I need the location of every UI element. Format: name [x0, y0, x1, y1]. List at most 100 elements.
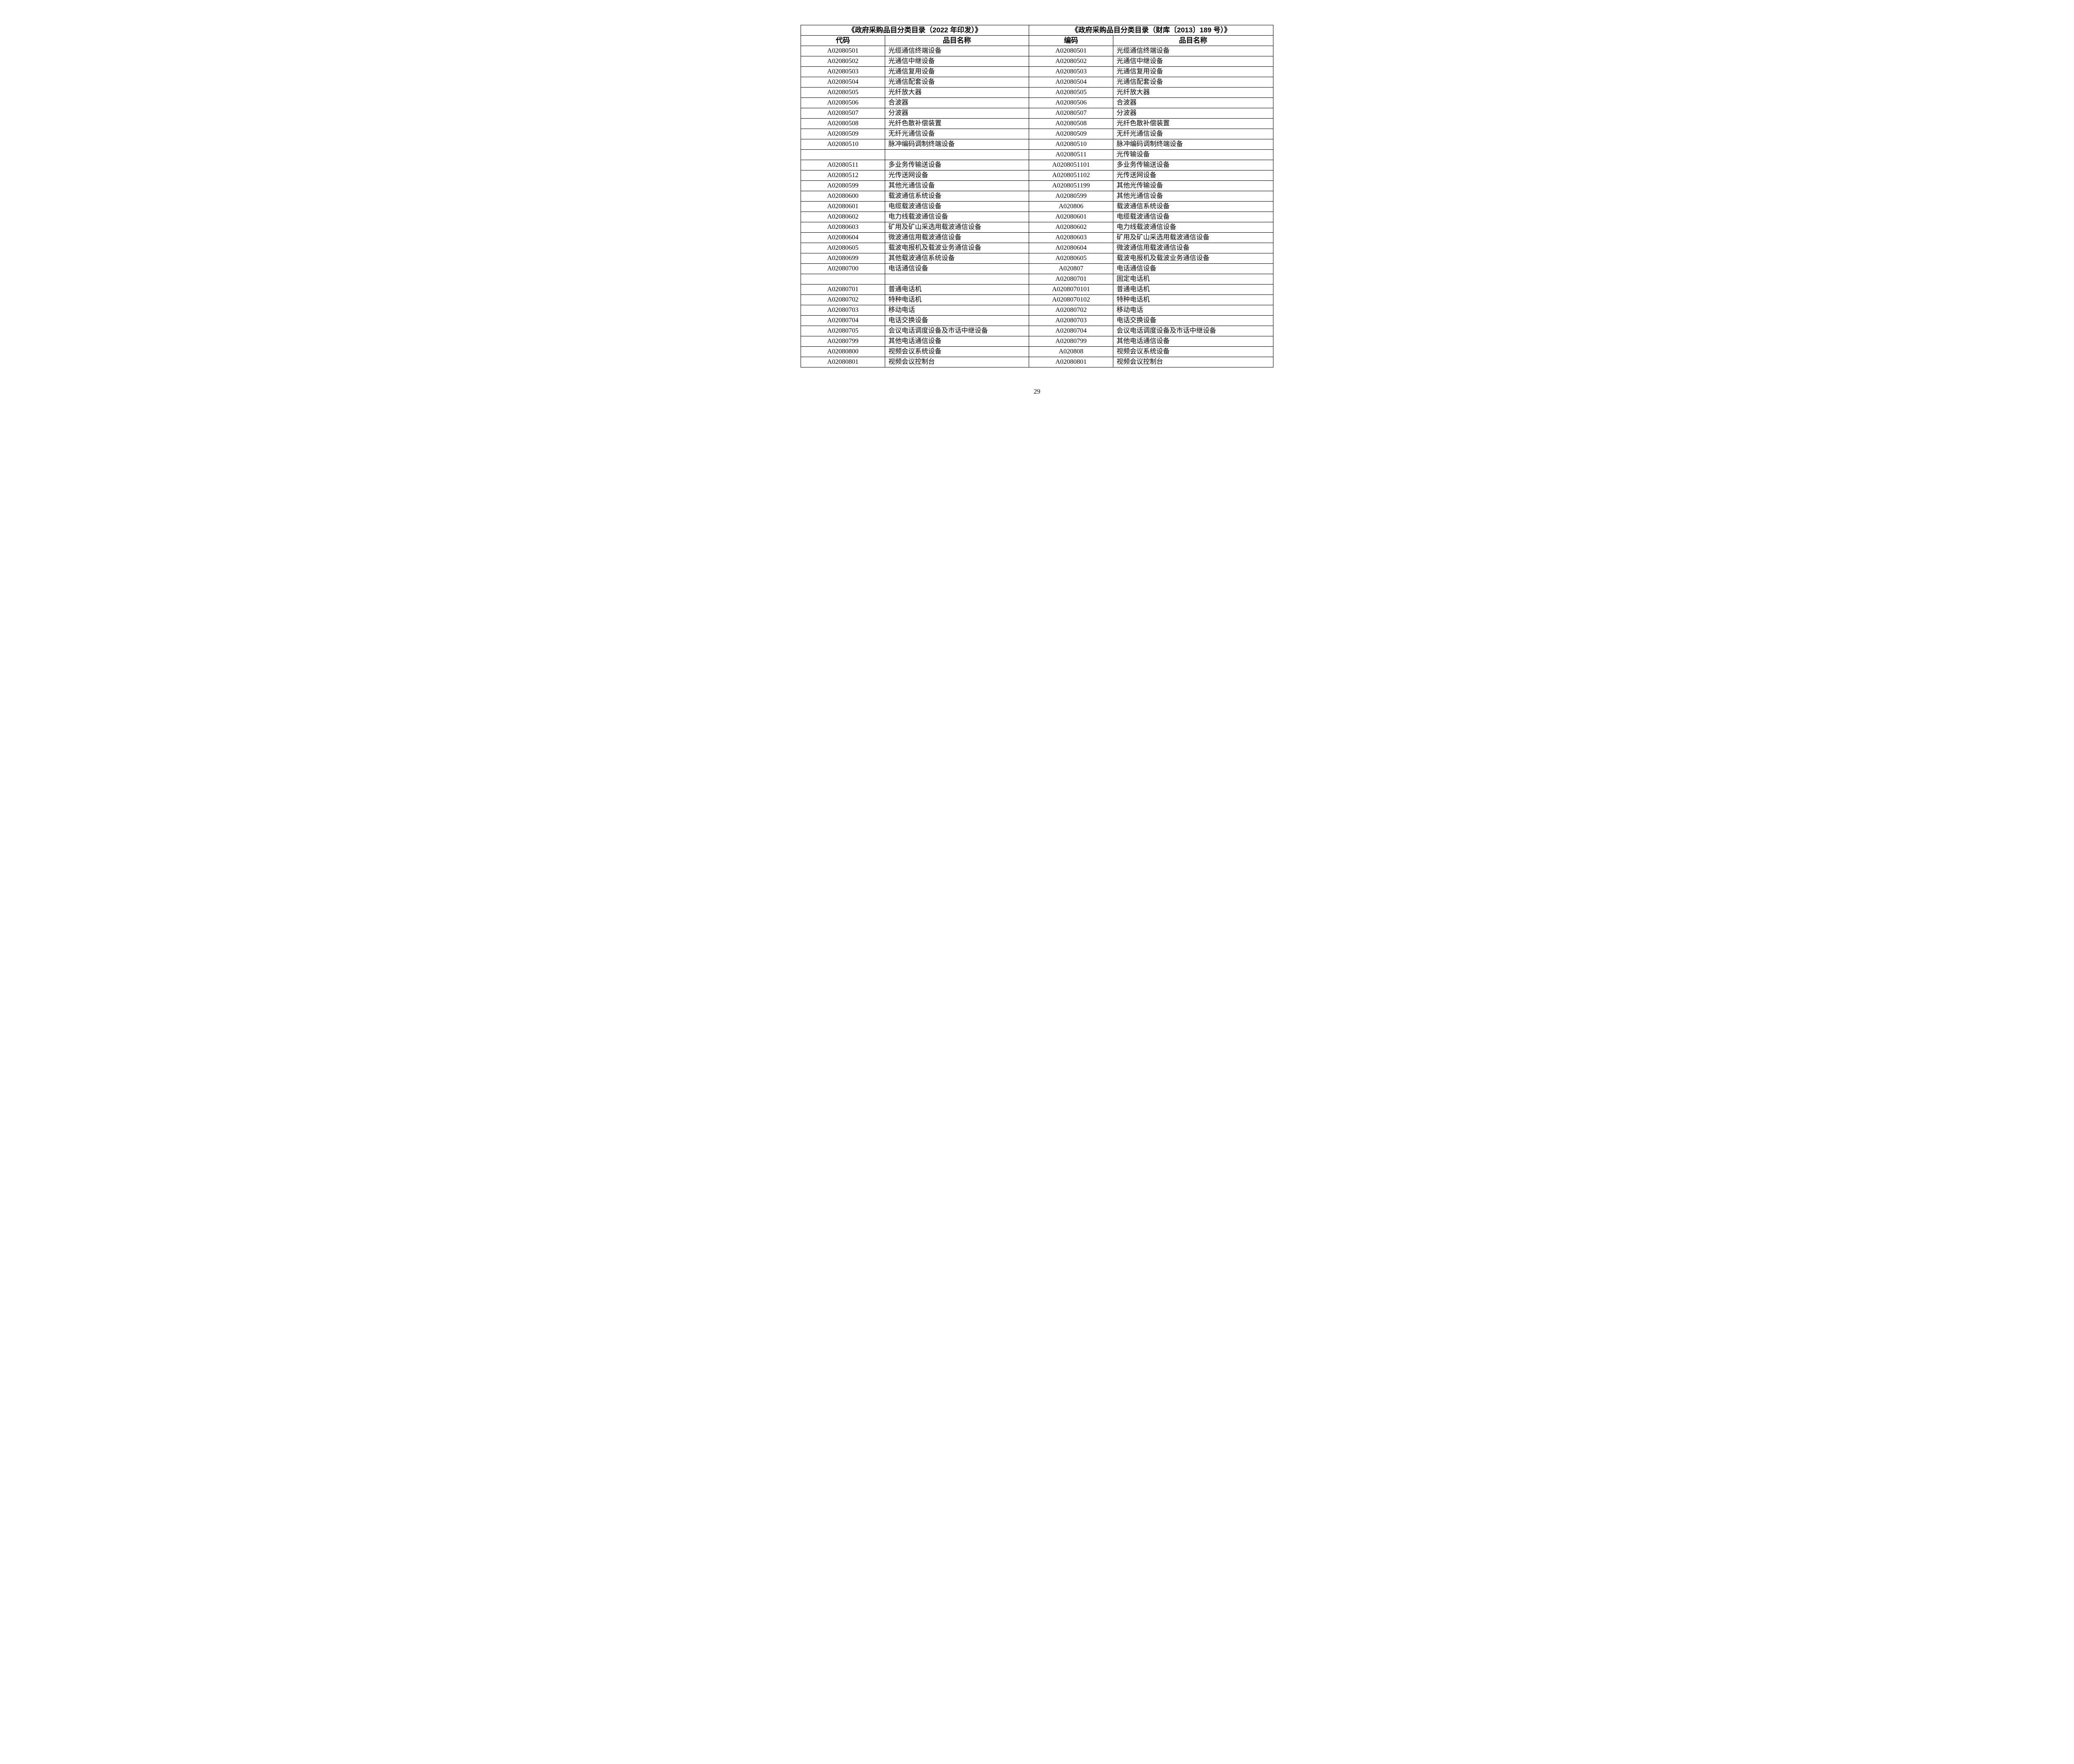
cell-code-b: A0208070102 [1029, 295, 1113, 305]
table-row: A02080512光传送网设备A0208051102光传送网设备 [801, 170, 1273, 181]
cell-code-b: A0208051101 [1029, 160, 1113, 170]
cell-name-a: 载波电报机及载波业务通信设备 [885, 243, 1029, 253]
cell-name-b: 其他光传输设备 [1113, 181, 1273, 191]
cell-name-b: 视频会议系统设备 [1113, 347, 1273, 357]
cell-code-a: A02080506 [801, 98, 885, 108]
cell-name-a: 电话通信设备 [885, 264, 1029, 274]
table-row: A02080604微波通信用载波通信设备A02080603矿用及矿山采选用载波通… [801, 233, 1273, 243]
table-row: A02080501光缆通信终端设备A02080501光缆通信终端设备 [801, 46, 1273, 56]
page-number: 29 [801, 388, 1273, 396]
cell-code-a: A02080605 [801, 243, 885, 253]
cell-name-a: 光纤放大器 [885, 88, 1029, 98]
cell-name-b: 光缆通信终端设备 [1113, 46, 1273, 56]
table-row: A02080701普通电话机A0208070101普通电话机 [801, 285, 1273, 295]
table-row: A02080511光传输设备 [801, 150, 1273, 160]
table-row: A02080509无纤光通信设备A02080509无纤光通信设备 [801, 129, 1273, 139]
table-row: A02080506合波器A02080506合波器 [801, 98, 1273, 108]
cell-code-a: A02080602 [801, 212, 885, 222]
cell-name-b: 光传输设备 [1113, 150, 1273, 160]
cell-name-b: 合波器 [1113, 98, 1273, 108]
cell-code-b: A02080509 [1029, 129, 1113, 139]
table-row: A02080508光纤色散补偿装置A02080508光纤色散补偿装置 [801, 119, 1273, 129]
cell-code-a: A02080702 [801, 295, 885, 305]
table-row: A02080605载波电报机及载波业务通信设备A02080604微波通信用载波通… [801, 243, 1273, 253]
cell-name-b: 视频会议控制台 [1113, 357, 1273, 367]
cell-name-a: 脉冲编码调制终端设备 [885, 139, 1029, 150]
cell-name-a: 微波通信用载波通信设备 [885, 233, 1029, 243]
cell-code-a: A02080705 [801, 326, 885, 336]
table-row: A02080699其他载波通信系统设备A02080605载波电报机及载波业务通信… [801, 253, 1273, 264]
cell-code-a: A02080510 [801, 139, 885, 150]
table-header-row-1: 《政府采购品目分类目录（2022 年印发）》 《政府采购品目分类目录（财库〔20… [801, 25, 1273, 36]
cell-name-b: 光纤色散补偿装置 [1113, 119, 1273, 129]
cell-code-a: A02080509 [801, 129, 885, 139]
cell-code-a: A02080704 [801, 316, 885, 326]
cell-code-b: A02080701 [1029, 274, 1113, 285]
table-row: A02080704电话交换设备A02080703电话交换设备 [801, 316, 1273, 326]
cell-code-b: A020808 [1029, 347, 1113, 357]
cell-name-a: 其他光通信设备 [885, 181, 1029, 191]
cell-code-a: A02080801 [801, 357, 885, 367]
cell-name-b: 其他光通信设备 [1113, 191, 1273, 202]
table-row: A02080603矿用及矿山采选用载波通信设备A02080602电力线载波通信设… [801, 222, 1273, 233]
cell-code-b: A02080599 [1029, 191, 1113, 202]
cell-name-b: 载波通信系统设备 [1113, 202, 1273, 212]
cell-code-a: A02080699 [801, 253, 885, 264]
cell-code-a: A02080503 [801, 67, 885, 77]
cell-code-a: A02080601 [801, 202, 885, 212]
cell-name-a: 其他载波通信系统设备 [885, 253, 1029, 264]
cell-name-a: 光纤色散补偿装置 [885, 119, 1029, 129]
cell-name-a: 光传送网设备 [885, 170, 1029, 181]
cell-name-b: 电话交换设备 [1113, 316, 1273, 326]
table-row: A02080800视频会议系统设备A020808视频会议系统设备 [801, 347, 1273, 357]
cell-code-b: A0208051102 [1029, 170, 1113, 181]
cell-name-b: 电缆载波通信设备 [1113, 212, 1273, 222]
cell-name-a: 光缆通信终端设备 [885, 46, 1029, 56]
table-row: A02080507分波器A02080507分波器 [801, 108, 1273, 119]
cell-code-b: A0208070101 [1029, 285, 1113, 295]
cell-name-b: 多业务传输送设备 [1113, 160, 1273, 170]
cell-code-b: A02080799 [1029, 336, 1113, 347]
table-row: A02080510脉冲编码调制终端设备A02080510脉冲编码调制终端设备 [801, 139, 1273, 150]
cell-code-a: A02080700 [801, 264, 885, 274]
table-row: A02080502光通信中继设备A02080502光通信中继设备 [801, 56, 1273, 67]
cell-code-b: A02080510 [1029, 139, 1113, 150]
cell-code-b: A02080503 [1029, 67, 1113, 77]
cell-code-b: A02080511 [1029, 150, 1113, 160]
table-row: A02080505光纤放大器A02080505光纤放大器 [801, 88, 1273, 98]
cell-name-b: 特种电话机 [1113, 295, 1273, 305]
table-header-row-2: 代码 品目名称 编码 品目名称 [801, 36, 1273, 46]
cell-name-b: 分波器 [1113, 108, 1273, 119]
cell-name-b: 微波通信用载波通信设备 [1113, 243, 1273, 253]
cell-code-a: A02080512 [801, 170, 885, 181]
cell-code-a: A02080501 [801, 46, 885, 56]
table-row: A02080705会议电话调度设备及市话中继设备A02080704会议电话调度设… [801, 326, 1273, 336]
cell-code-b: A02080703 [1029, 316, 1113, 326]
table-row: A02080703移动电话A02080702移动电话 [801, 305, 1273, 316]
cell-name-a: 光通信中继设备 [885, 56, 1029, 67]
cell-name-a [885, 274, 1029, 285]
cell-name-a: 电力线载波通信设备 [885, 212, 1029, 222]
cell-name-b: 光通信中继设备 [1113, 56, 1273, 67]
table-row: A02080504光通信配套设备A02080504光通信配套设备 [801, 77, 1273, 88]
header-right-title: 《政府采购品目分类目录（财库〔2013〕189 号）》 [1029, 25, 1273, 36]
cell-name-b: 矿用及矿山采选用载波通信设备 [1113, 233, 1273, 243]
cell-name-b: 光通信复用设备 [1113, 67, 1273, 77]
cell-name-a: 会议电话调度设备及市话中继设备 [885, 326, 1029, 336]
cell-code-a: A02080505 [801, 88, 885, 98]
cell-code-a: A02080603 [801, 222, 885, 233]
header-col-code-b: 编码 [1029, 36, 1113, 46]
cell-code-b: A02080602 [1029, 222, 1113, 233]
table-row: A02080601电缆载波通信设备A020806载波通信系统设备 [801, 202, 1273, 212]
cell-code-a: A02080502 [801, 56, 885, 67]
table-row: A02080799其他电话通信设备A02080799其他电话通信设备 [801, 336, 1273, 347]
table-row: A02080602电力线载波通信设备A02080601电缆载波通信设备 [801, 212, 1273, 222]
cell-code-a: A02080508 [801, 119, 885, 129]
cell-code-b: A0208051199 [1029, 181, 1113, 191]
cell-code-a: A02080701 [801, 285, 885, 295]
cell-code-b: A020807 [1029, 264, 1113, 274]
cell-name-b: 无纤光通信设备 [1113, 129, 1273, 139]
cell-name-a [885, 150, 1029, 160]
cell-name-b: 载波电报机及载波业务通信设备 [1113, 253, 1273, 264]
cell-name-a: 电缆载波通信设备 [885, 202, 1029, 212]
